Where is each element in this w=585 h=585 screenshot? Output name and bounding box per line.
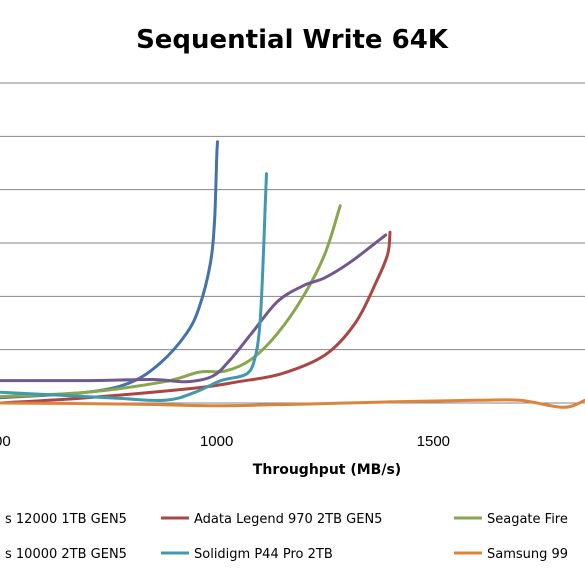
legend-label: s 12000 1TB GEN5: [5, 512, 127, 527]
series-lines: [0, 140, 585, 409]
legend: s 12000 1TB GEN5 Adata Legend 970 2TB GEN…: [5, 512, 568, 562]
legend-label: Seagate Fire: [487, 512, 568, 527]
legend-label: s 10000 2TB GEN5: [5, 547, 127, 562]
legend-label: Solidigm P44 Pro 2TB: [194, 547, 333, 562]
x-tick-label: 1500: [417, 433, 450, 450]
x-tick-label: 00: [0, 433, 11, 450]
series-line-5: [0, 172, 268, 402]
series-line-4: [0, 233, 388, 384]
series-line-1: [0, 140, 219, 400]
series-line-2: [0, 230, 392, 405]
gridlines: [0, 82, 585, 404]
x-axis-title: Throughput (MB/s): [253, 462, 401, 478]
series-line-6: [0, 398, 585, 409]
series-line-3: [0, 204, 342, 399]
legend-label: Adata Legend 970 2TB GEN5: [194, 512, 382, 527]
x-tick-labels: 00 1000 1500: [0, 433, 450, 450]
chart-title: Sequential Write 64K: [136, 25, 449, 55]
x-tick-label: 1000: [200, 433, 233, 450]
legend-label: Samsung 99: [487, 547, 568, 562]
